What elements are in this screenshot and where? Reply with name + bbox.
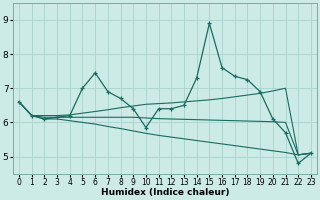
X-axis label: Humidex (Indice chaleur): Humidex (Indice chaleur) [101, 188, 229, 197]
